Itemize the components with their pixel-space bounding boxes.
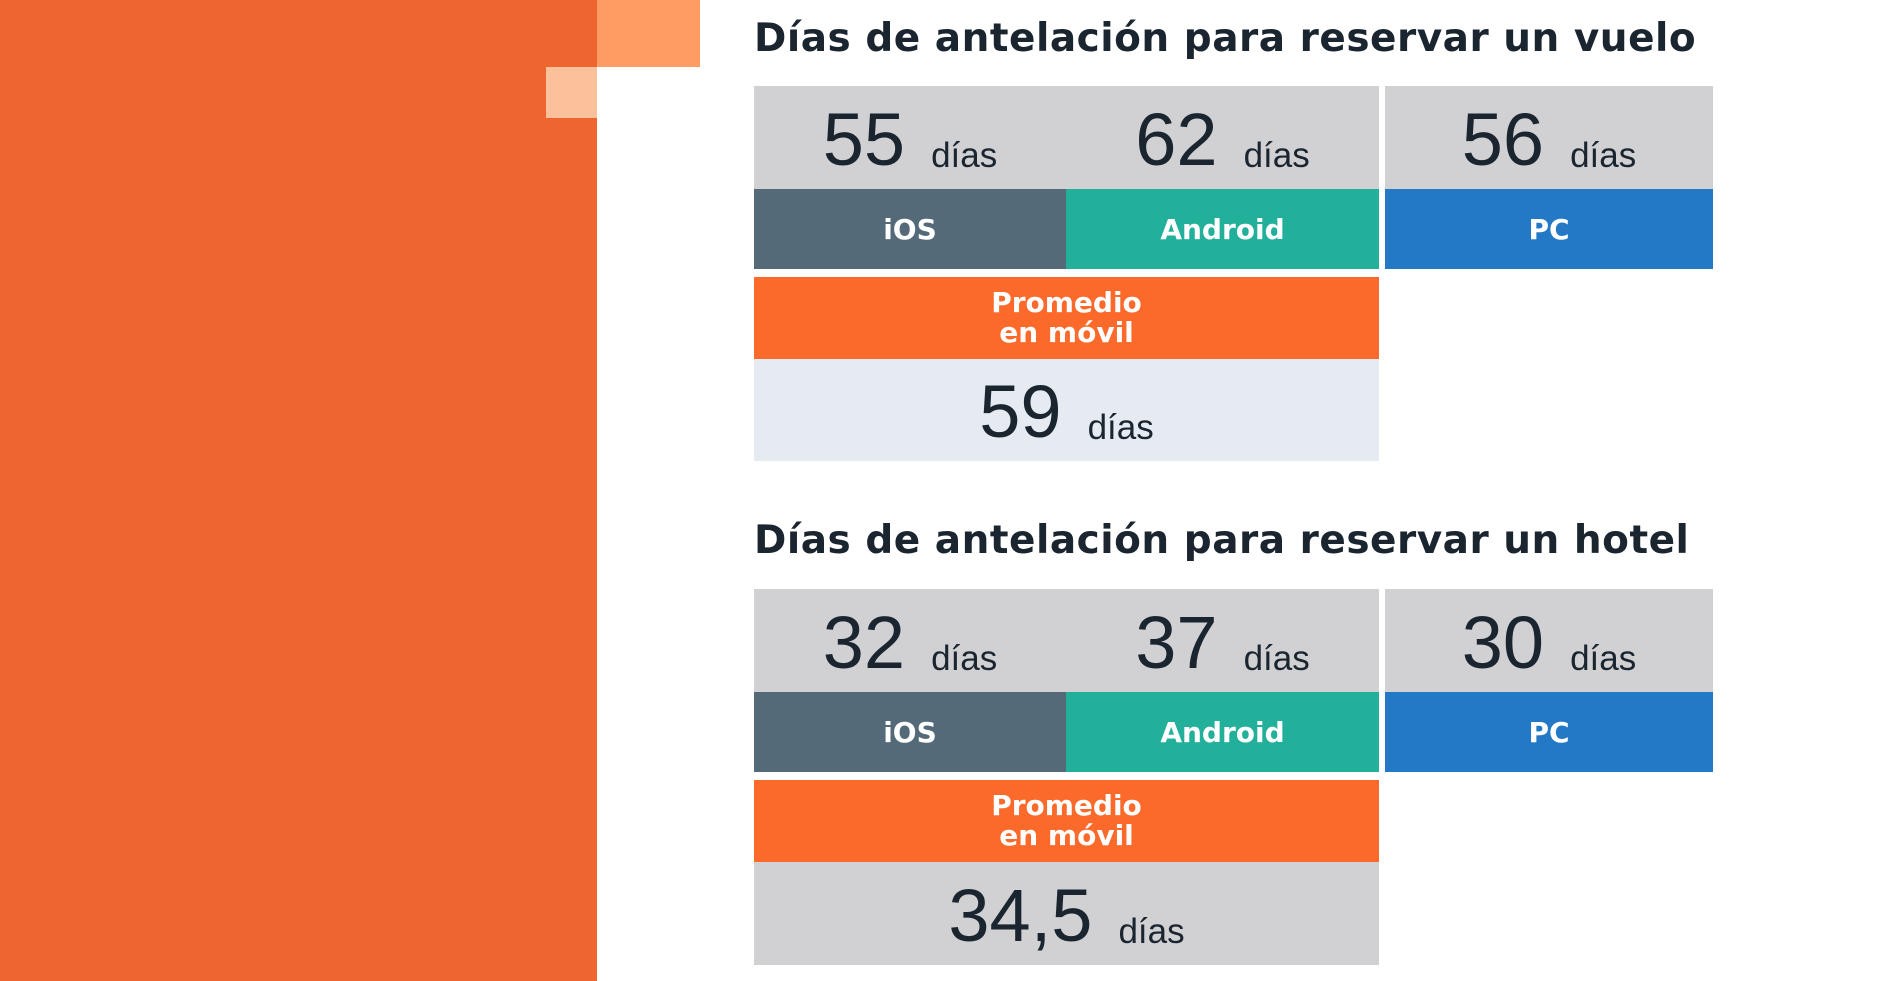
mobile-average-days-value: 34,5: [948, 874, 1093, 957]
pc-label: PC: [1385, 692, 1713, 772]
days-unit: días: [1570, 639, 1637, 678]
mobile-average-label-line2: en móvil: [999, 316, 1134, 349]
ios-label: iOS: [754, 189, 1066, 269]
mobile-average-days-value: 59: [979, 370, 1062, 453]
android-value-cell: 37 días: [1066, 589, 1379, 692]
ios-label: iOS: [754, 692, 1066, 772]
decorative-square-small: [546, 67, 597, 118]
days-unit: días: [931, 136, 998, 175]
ios-days-value: 55: [822, 98, 906, 181]
days-unit: días: [1087, 408, 1154, 447]
ios-days-value: 32: [822, 601, 906, 684]
days-unit: días: [1243, 639, 1310, 678]
mobile-average-label-line2: en móvil: [999, 819, 1134, 852]
ios-value-cell: 55 días: [754, 86, 1066, 189]
android-value-cell: 62 días: [1066, 86, 1379, 189]
android-label: Android: [1066, 189, 1379, 269]
pc-value-cell: 30 días: [1385, 589, 1713, 692]
pc-label-text: PC: [1528, 715, 1570, 749]
mobile-average-value-cell: 34,5 días: [754, 862, 1379, 965]
decorative-square: [597, 0, 700, 67]
mobile-average-label-line1: Promedio: [991, 286, 1142, 319]
days-unit: días: [1118, 912, 1185, 951]
section-title: Días de antelación para reservar un vuel…: [754, 16, 1697, 61]
pc-label-text: PC: [1528, 212, 1570, 246]
android-days-value: 62: [1135, 98, 1218, 181]
ios-value-cell: 32 días: [754, 589, 1066, 692]
mobile-average-label-line1: Promedio: [991, 789, 1142, 822]
pc-label: PC: [1385, 189, 1713, 269]
pc-days-value: 30: [1461, 601, 1545, 684]
android-label: Android: [1066, 692, 1379, 772]
days-unit: días: [931, 639, 998, 678]
mobile-average-label: Promedio en móvil: [754, 780, 1379, 862]
mobile-average-label: Promedio en móvil: [754, 277, 1379, 359]
side-panel: [0, 0, 597, 981]
section-title: Días de antelación para reservar un hote…: [754, 518, 1690, 563]
days-unit: días: [1570, 136, 1637, 175]
pc-days-value: 56: [1461, 98, 1545, 181]
days-unit: días: [1243, 136, 1310, 175]
pc-value-cell: 56 días: [1385, 86, 1713, 189]
mobile-average-value-cell: 59 días: [754, 359, 1379, 461]
android-days-value: 37: [1135, 601, 1218, 684]
